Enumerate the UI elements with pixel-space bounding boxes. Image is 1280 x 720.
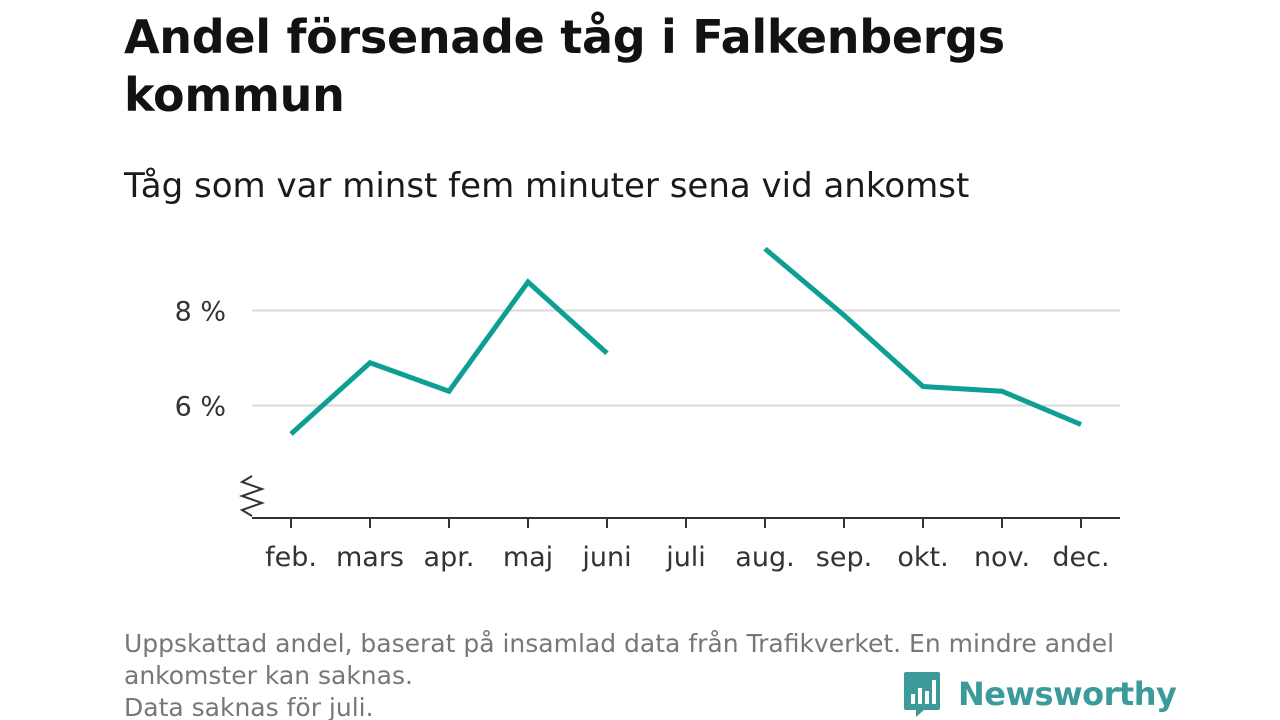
x-tick-label: sep. [816, 542, 872, 573]
chart-subtitle: Tåg som var minst fem minuter sena vid a… [124, 166, 970, 206]
y-tick-label: 8 % [175, 297, 226, 328]
axis-break-icon [238, 475, 266, 517]
x-tick-label: juli [665, 542, 706, 573]
brand-name: Newsworthy [958, 675, 1177, 713]
footnote-line-2: ankomster kan saknas. [124, 661, 413, 690]
x-axis [238, 475, 1120, 528]
y-tick-labels: 6 % 8 % 10 % [157, 230, 226, 423]
x-tick-label: juni [581, 542, 631, 573]
x-tick-label: nov. [974, 542, 1030, 573]
footnote-line-3: Data saknas för juli. [124, 693, 374, 720]
x-tick-label: feb. [265, 542, 317, 573]
grid-lines [252, 309, 1120, 407]
x-tick-label: maj [503, 542, 553, 573]
x-tick-label: apr. [424, 542, 475, 573]
series-lines [289, 246, 1082, 436]
y-tick-label: 6 % [175, 392, 226, 423]
x-tick-label: aug. [735, 542, 794, 573]
x-tick-label: dec. [1052, 542, 1109, 573]
newsworthy-logo-icon [904, 672, 940, 717]
x-tick-label: okt. [897, 542, 948, 573]
x-tick-label: mars [336, 542, 404, 573]
x-tick-labels: feb. mars apr. maj juni juli aug. sep. okt. nov. d… [265, 542, 1110, 573]
footnote-line-1: Uppskattad andel, baserat på insamlad da… [124, 629, 1115, 658]
chart-title: Andel försenade tåg i Falkenbergs kommun [124, 10, 1005, 122]
series-line-segment-1 [289, 278, 609, 436]
footnote: Uppskattad andel, baserat på insamlad da… [124, 628, 1164, 720]
brand-logo: Newsworthy [902, 670, 1177, 718]
series-line-segment-2 [763, 246, 1082, 427]
y-tick-label: 10 % [157, 230, 226, 233]
